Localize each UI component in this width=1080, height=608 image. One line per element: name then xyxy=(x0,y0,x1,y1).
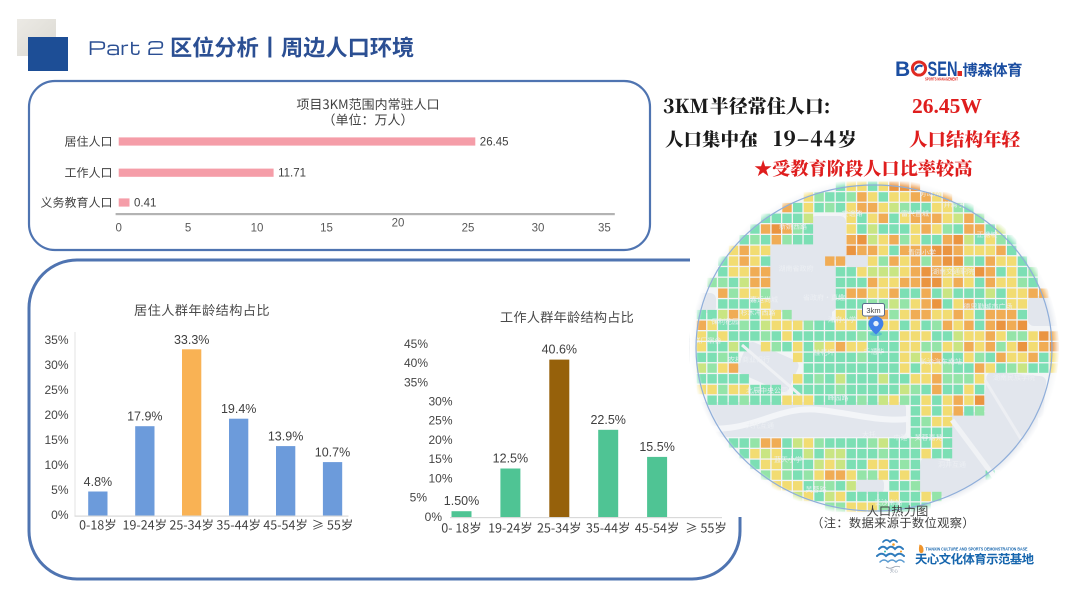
svg-text:30: 30 xyxy=(532,222,545,234)
svg-text:20%: 20% xyxy=(44,408,68,422)
svg-text:B: B xyxy=(895,58,910,81)
svg-text:25%: 25% xyxy=(44,383,68,397)
svg-text:5: 5 xyxy=(185,222,191,234)
svg-text:25%: 25% xyxy=(428,414,452,428)
svg-text:26.45W: 26.45W xyxy=(912,94,982,118)
svg-text:45%: 45% xyxy=(404,337,428,351)
svg-text:5%: 5% xyxy=(51,483,69,497)
svg-text:20%: 20% xyxy=(428,433,452,447)
svg-text:25: 25 xyxy=(462,222,475,234)
svg-text:10: 10 xyxy=(251,222,264,234)
svg-text:10.7%: 10.7% xyxy=(315,446,350,460)
svg-text:5%: 5% xyxy=(410,491,428,505)
svg-text:40.6%: 40.6% xyxy=(542,343,577,357)
svg-text:35: 35 xyxy=(598,222,611,234)
svg-text:17.9%: 17.9% xyxy=(127,410,162,424)
svg-text:SPORTS MANAGEMENT: SPORTS MANAGEMENT xyxy=(925,77,958,82)
svg-text:TIANXIN CULTURE AND SPORTS DEM: TIANXIN CULTURE AND SPORTS DEMONSTRATION… xyxy=(926,547,1028,552)
svg-text:10%: 10% xyxy=(44,458,68,472)
svg-text:0%: 0% xyxy=(425,510,443,524)
svg-text:15%: 15% xyxy=(428,452,452,466)
svg-text:11.71: 11.71 xyxy=(278,168,306,180)
svg-text:4.8%: 4.8% xyxy=(84,475,113,489)
svg-text:40%: 40% xyxy=(404,356,428,370)
svg-text:35%: 35% xyxy=(44,333,68,347)
svg-text:0%: 0% xyxy=(51,508,69,522)
svg-text:12.5%: 12.5% xyxy=(493,452,528,466)
svg-text:30%: 30% xyxy=(428,395,452,409)
svg-text:1.50%: 1.50% xyxy=(444,494,479,508)
svg-text:15: 15 xyxy=(320,222,333,234)
svg-text:15.5%: 15.5% xyxy=(639,440,674,454)
svg-text:15%: 15% xyxy=(44,433,68,447)
svg-text:3km: 3km xyxy=(866,306,880,315)
svg-text:10%: 10% xyxy=(428,471,452,485)
svg-text:SEN: SEN xyxy=(928,58,958,81)
svg-text:30%: 30% xyxy=(44,358,68,372)
svg-text:22.5%: 22.5% xyxy=(590,413,625,427)
svg-text:33.3%: 33.3% xyxy=(174,333,209,347)
svg-text:0.41: 0.41 xyxy=(134,198,156,210)
svg-text:0: 0 xyxy=(115,222,121,234)
svg-text:26.45: 26.45 xyxy=(480,137,509,149)
svg-text:19.4%: 19.4% xyxy=(221,402,256,416)
svg-text:35%: 35% xyxy=(404,375,428,389)
svg-text:13.9%: 13.9% xyxy=(268,430,303,444)
svg-text:20: 20 xyxy=(392,218,405,230)
